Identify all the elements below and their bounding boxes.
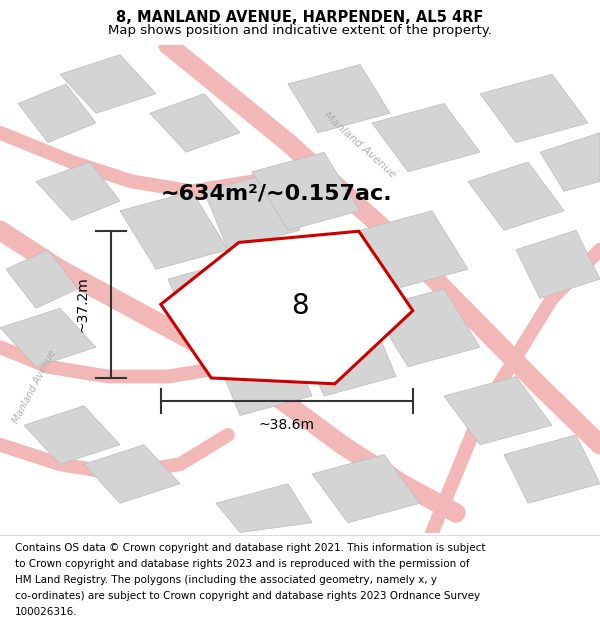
Text: Map shows position and indicative extent of the property.: Map shows position and indicative extent… bbox=[108, 24, 492, 37]
Polygon shape bbox=[468, 162, 564, 230]
Polygon shape bbox=[216, 484, 312, 532]
Polygon shape bbox=[6, 250, 78, 308]
Polygon shape bbox=[288, 64, 390, 132]
Polygon shape bbox=[36, 162, 120, 221]
Text: ~634m²/~0.157ac.: ~634m²/~0.157ac. bbox=[160, 184, 392, 204]
Polygon shape bbox=[312, 454, 420, 522]
Polygon shape bbox=[204, 172, 300, 250]
Polygon shape bbox=[216, 338, 312, 416]
Polygon shape bbox=[24, 406, 120, 464]
Polygon shape bbox=[300, 318, 396, 396]
Text: Manland Avenue: Manland Avenue bbox=[11, 348, 58, 424]
Polygon shape bbox=[516, 230, 600, 299]
Polygon shape bbox=[444, 376, 552, 445]
Polygon shape bbox=[168, 259, 264, 338]
Polygon shape bbox=[360, 211, 468, 289]
Polygon shape bbox=[120, 191, 228, 269]
Polygon shape bbox=[0, 308, 96, 367]
Text: 100026316.: 100026316. bbox=[15, 608, 77, 618]
Polygon shape bbox=[372, 104, 480, 172]
Text: HM Land Registry. The polygons (including the associated geometry, namely x, y: HM Land Registry. The polygons (includin… bbox=[15, 575, 437, 585]
Polygon shape bbox=[480, 74, 588, 142]
Text: Manland Avenue: Manland Avenue bbox=[322, 110, 398, 180]
Polygon shape bbox=[150, 94, 240, 152]
Polygon shape bbox=[84, 445, 180, 503]
Text: ~37.2m: ~37.2m bbox=[76, 277, 90, 332]
Polygon shape bbox=[18, 84, 96, 142]
Text: to Crown copyright and database rights 2023 and is reproduced with the permissio: to Crown copyright and database rights 2… bbox=[15, 559, 470, 569]
Polygon shape bbox=[252, 152, 360, 230]
Text: ~38.6m: ~38.6m bbox=[259, 418, 315, 432]
Polygon shape bbox=[540, 132, 600, 191]
Text: Contains OS data © Crown copyright and database right 2021. This information is : Contains OS data © Crown copyright and d… bbox=[15, 542, 485, 552]
Text: co-ordinates) are subject to Crown copyright and database rights 2023 Ordnance S: co-ordinates) are subject to Crown copyr… bbox=[15, 591, 480, 601]
Text: 8: 8 bbox=[291, 292, 309, 320]
Polygon shape bbox=[504, 435, 600, 503]
Polygon shape bbox=[60, 55, 156, 113]
Polygon shape bbox=[161, 231, 413, 384]
Polygon shape bbox=[372, 289, 480, 367]
Text: 8, MANLAND AVENUE, HARPENDEN, AL5 4RF: 8, MANLAND AVENUE, HARPENDEN, AL5 4RF bbox=[116, 10, 484, 25]
